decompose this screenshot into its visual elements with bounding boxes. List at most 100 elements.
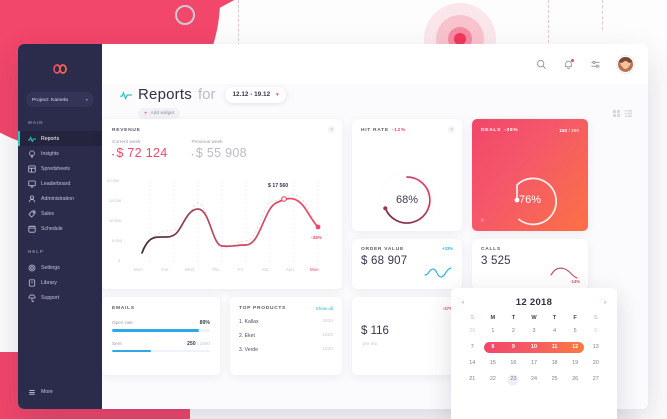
help-icon[interactable]: ? — [448, 126, 455, 133]
add-widget-button[interactable]: + Add widget — [138, 108, 181, 119]
show-all-link[interactable]: Show all — [315, 306, 333, 311]
page-title-text: Reports — [138, 86, 192, 103]
sidebar-item-insights[interactable]: Insights — [18, 146, 102, 161]
chart-peak-label: $ 17 560 — [268, 183, 289, 189]
calendar-day-selected[interactable]: 9 — [511, 344, 515, 350]
sidebar-item-sales[interactable]: Sales — [18, 206, 102, 221]
revenue-previous-value: $ 55 908 — [195, 146, 247, 160]
calendar-day[interactable]: 18 — [551, 360, 558, 366]
notification-badge — [570, 58, 574, 62]
calendar-day[interactable]: 6 — [594, 328, 598, 334]
calendar-day[interactable]: 15 — [489, 360, 496, 366]
add-widget-label: Add widget — [150, 111, 175, 116]
sidebar-item-library[interactable]: Library — [18, 275, 102, 290]
x-axis-tick: Tue — [161, 267, 169, 272]
sidebar-item-administration[interactable]: Administration — [18, 191, 102, 206]
y-axis-tick: 10 000 — [109, 218, 122, 223]
calendar-day[interactable]: 3 — [532, 328, 536, 334]
emails-sent-total: / 1500 — [196, 340, 210, 346]
grid-view-icon[interactable] — [613, 110, 620, 117]
hit-rate-card: HIT RATE -12% ? 68% — [352, 119, 462, 231]
calendar-day-selected[interactable]: 12 — [572, 344, 579, 350]
decorative-dashed-line — [238, 0, 239, 46]
calendar-day[interactable]: 21 — [469, 376, 476, 382]
calendar-day[interactable]: 30 — [469, 328, 476, 334]
per-rep-value: $ 116 — [361, 325, 389, 337]
calendar-day-selected[interactable]: 11 — [551, 344, 558, 350]
list-item[interactable]: 2. Eket 1629 — [239, 333, 333, 339]
sliders-icon[interactable] — [590, 59, 601, 70]
emails-open-rate-caption: Open rate — [112, 320, 133, 325]
page-title-suffix: for — [197, 86, 216, 103]
calendar-day[interactable]: 5 — [573, 328, 577, 334]
sidebar-item-label: Spredsheets — [41, 165, 71, 172]
gear-icon — [28, 264, 36, 272]
search-icon[interactable] — [536, 59, 547, 70]
sidebar-item-more[interactable]: More — [18, 384, 102, 399]
revenue-previous-week: Previous week • $ 55 908 — [191, 140, 246, 160]
calendar-day[interactable]: 14 — [469, 360, 476, 366]
progress-fill — [112, 329, 200, 332]
infinity-logo[interactable] — [18, 56, 102, 82]
hit-rate-title: HIT RATE -12% — [361, 128, 453, 133]
calendar-day[interactable]: 17 — [530, 360, 537, 366]
sidebar-item-label: Insights — [41, 150, 59, 157]
sidebar-item-support[interactable]: Support — [18, 290, 102, 305]
calendar-day-selected[interactable]: 10 — [530, 344, 537, 350]
bullet-icon: • — [191, 153, 194, 159]
list-item[interactable]: 3. Verde 1020 — [239, 347, 333, 353]
list-view-icon[interactable] — [625, 110, 632, 117]
calendar-day[interactable]: 24 — [530, 376, 537, 382]
calendar-day[interactable]: 1 — [491, 328, 495, 334]
project-selector[interactable]: Project: Kamela ▾ — [26, 92, 94, 107]
deals-mark: K — [481, 218, 485, 224]
revenue-previous-caption: Previous week — [191, 140, 223, 145]
revenue-current-value: $ 72 124 — [116, 146, 168, 160]
avatar[interactable] — [617, 55, 634, 73]
calendar-weekday-header: S M T W T F S — [462, 315, 606, 321]
sidebar-item-settings[interactable]: Settings — [18, 260, 102, 275]
calendar-day[interactable]: 22 — [489, 376, 496, 382]
calendar-day[interactable]: 7 — [470, 344, 474, 350]
help-icon[interactable]: ? — [328, 126, 335, 133]
product-name: 3. Verde — [239, 347, 258, 353]
sidebar-item-label: Administration — [41, 195, 74, 202]
hit-rate-delta: -12% — [391, 128, 407, 133]
list-item[interactable]: 1. Kallax 2834 — [239, 319, 333, 325]
weekday-label: T — [552, 315, 557, 321]
bell-icon[interactable] — [563, 58, 574, 70]
calls-amount: 3 525 — [481, 255, 511, 267]
calendar-day[interactable]: 27 — [592, 376, 599, 382]
calls-sparkline — [550, 266, 580, 280]
sidebar-item-spredsheets[interactable]: Spredsheets — [18, 161, 102, 176]
calendar-day[interactable]: 13 — [592, 344, 599, 350]
top-bar — [102, 44, 648, 84]
calendar-day[interactable]: 19 — [572, 360, 579, 366]
calendar-prev-button[interactable]: ‹ — [462, 299, 464, 306]
deals-gauge: 76% — [499, 169, 561, 231]
calendar-day[interactable]: 16 — [510, 360, 517, 366]
calendar-week-row-selected: 7 8 9 10 11 12 13 — [462, 342, 606, 353]
calendar-day[interactable]: 4 — [553, 328, 557, 334]
calendar-day-today[interactable]: 23 — [503, 374, 524, 385]
calendar-day[interactable]: 20 — [592, 360, 599, 366]
progress-fill — [112, 349, 152, 353]
sidebar-item-label: Sales — [41, 210, 54, 217]
product-value: 2834 — [322, 319, 333, 324]
calendar-day[interactable]: 25 — [551, 376, 558, 382]
chevron-down-icon: ▾ — [85, 97, 88, 102]
date-range-picker[interactable]: 12.12 - 19.12 ▾ — [225, 86, 286, 103]
sidebar-item-leaderboard[interactable]: Leaderboard — [18, 176, 102, 191]
calendar-next-button[interactable]: › — [603, 299, 606, 306]
calendar-day[interactable]: 2 — [511, 328, 515, 334]
sidebar-item-schedule[interactable]: Schedule — [18, 221, 102, 236]
calendar-day[interactable]: 26 — [572, 376, 579, 382]
sidebar-item-label: Schedule — [41, 225, 63, 232]
deals-title: DEALS -35% — [481, 128, 579, 133]
sidebar-section-main: MAIN — [28, 120, 44, 125]
calendar-day-selected[interactable]: 8 — [491, 344, 495, 350]
deals-ratio-done: 152 — [559, 128, 568, 133]
sidebar-item-reports[interactable]: Reports — [18, 131, 102, 146]
x-axis-tick: Thu — [212, 267, 220, 272]
